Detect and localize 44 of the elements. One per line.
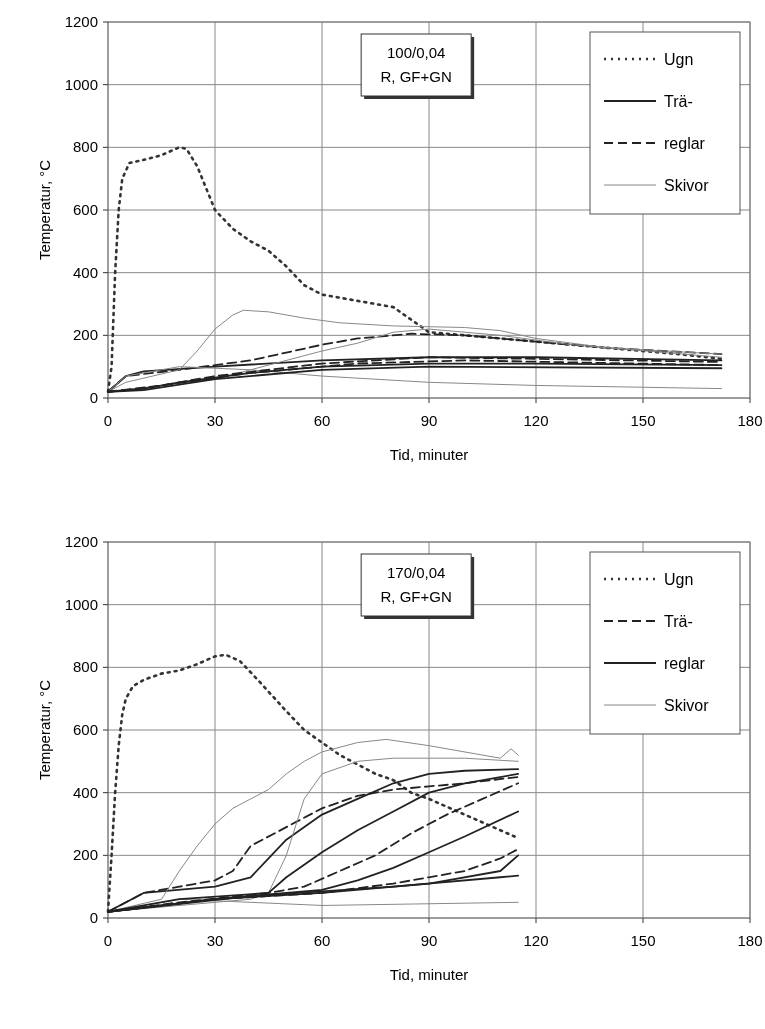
- legend-label: Trä-: [664, 93, 693, 110]
- x-tick-label: 90: [420, 412, 438, 429]
- annotation: 170/0,04: [386, 564, 446, 581]
- x-tick-label: 120: [523, 932, 549, 949]
- x-tick-label: 180: [737, 412, 763, 429]
- legend-label: Trä-: [664, 613, 693, 630]
- x-tick-label: 120: [523, 412, 549, 429]
- y-tick-label: 600: [72, 721, 98, 738]
- y-tick-label: 800: [72, 138, 98, 156]
- legend-label: Skivor: [664, 697, 710, 714]
- annotation: R, GF+GN: [380, 588, 452, 605]
- y-tick-label: 400: [72, 263, 98, 281]
- x-tick-label: 180: [737, 932, 763, 949]
- x-tick-label: 60: [313, 932, 331, 949]
- x-tick-label: 150: [630, 932, 656, 949]
- y-axis-title: Temperatur, °C: [36, 679, 53, 781]
- legend-label: Skivor: [664, 177, 710, 194]
- legend-label: reglar: [664, 135, 706, 152]
- annotation: 100/0,04: [386, 44, 446, 61]
- y-tick-label: 1200: [64, 13, 98, 30]
- legend-label: Ugn: [664, 51, 694, 68]
- y-tick-label: 1000: [64, 75, 98, 93]
- annotation: R, GF+GN: [380, 68, 452, 85]
- x-tick-label: 0: [103, 932, 113, 949]
- y-tick-label: 400: [72, 783, 98, 801]
- x-axis-title: Tid, minuter: [389, 966, 469, 983]
- y-tick-label: 0: [89, 389, 98, 406]
- y-tick-label: 200: [72, 846, 98, 864]
- x-tick-label: 30: [206, 932, 224, 949]
- y-tick-label: 0: [89, 909, 98, 926]
- x-tick-label: 30: [206, 412, 224, 429]
- x-tick-label: 150: [630, 412, 656, 429]
- y-tick-label: 200: [72, 326, 98, 344]
- y-axis-title: Temperatur, °C: [36, 159, 53, 261]
- y-tick-label: 1000: [64, 595, 98, 613]
- x-tick-label: 0: [103, 412, 113, 429]
- legend-label: reglar: [664, 655, 706, 672]
- x-axis-title: Tid, minuter: [389, 446, 469, 463]
- legend-label: Ugn: [664, 571, 694, 588]
- y-tick-label: 600: [72, 201, 98, 218]
- y-tick-label: 800: [72, 658, 98, 676]
- y-tick-label: 1200: [64, 533, 98, 550]
- x-tick-label: 90: [420, 932, 438, 949]
- x-tick-label: 60: [313, 412, 331, 429]
